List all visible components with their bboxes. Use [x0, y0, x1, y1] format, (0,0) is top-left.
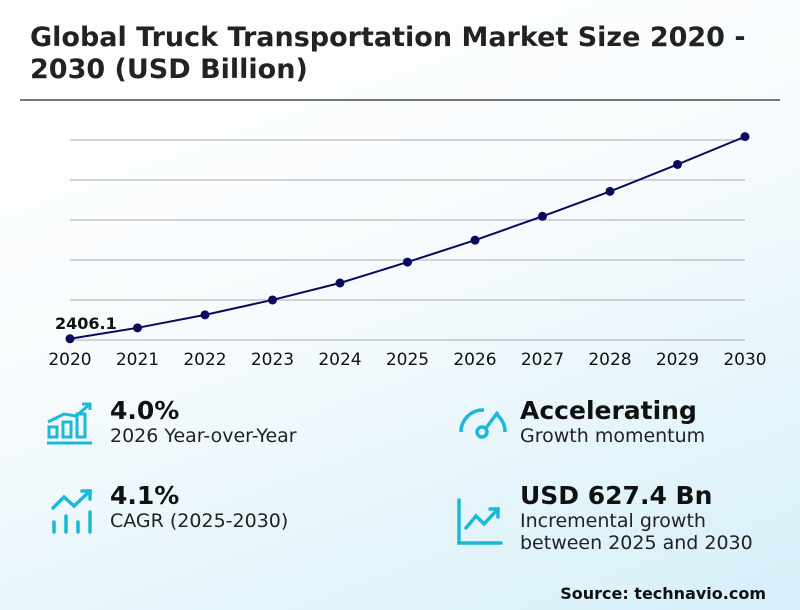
bar-chart-growth-icon — [47, 402, 92, 445]
data-point — [133, 323, 142, 333]
speedometer-icon — [459, 408, 507, 439]
x-tick-label: 2025 — [386, 350, 429, 370]
stat-value: 4.1% — [110, 481, 180, 510]
stat-yoy: 4.0% 2026 Year-over-Year — [110, 396, 297, 447]
stat-value: Accelerating — [520, 396, 697, 425]
x-tick-label: 2030 — [723, 350, 766, 370]
stat-value: 4.0% — [110, 396, 180, 425]
stat-label: 2026 Year-over-Year — [110, 425, 297, 447]
data-point — [268, 295, 277, 305]
data-point — [335, 278, 345, 288]
data-label: 2406.1 — [55, 314, 117, 333]
title-divider — [20, 99, 780, 101]
x-tick-label: 2029 — [656, 350, 699, 370]
source-credit: Source: technavio.com — [560, 584, 766, 603]
line-chart-up-icon — [457, 498, 503, 545]
x-tick-label: 2020 — [48, 350, 91, 370]
stat-momentum: Accelerating Growth momentum — [520, 396, 705, 447]
x-tick-label: 2024 — [318, 350, 361, 370]
data-point — [605, 186, 615, 196]
x-tick-label: 2022 — [183, 350, 226, 370]
data-point — [673, 159, 682, 169]
x-tick-label: 2028 — [588, 350, 631, 370]
data-point — [740, 132, 750, 142]
data-point — [470, 235, 480, 245]
trend-up-bars-icon — [51, 489, 92, 534]
x-tick-label: 2027 — [521, 350, 564, 370]
stat-label: CAGR (2025-2030) — [110, 510, 289, 532]
stat-cagr: 4.1% CAGR (2025-2030) — [110, 481, 288, 532]
x-tick-label: 2021 — [116, 350, 159, 370]
x-tick-label: 2023 — [251, 350, 294, 370]
series-line — [69, 135, 746, 340]
stat-label: Growth momentum — [520, 425, 706, 447]
data-point — [403, 257, 412, 267]
data-point — [65, 334, 75, 344]
page-title: Global Truck Transportation Market Size … — [30, 22, 746, 85]
line-chart: 2020 2021 2022 2023 2024 2025 2026 2027 2028 2029… — [48, 132, 767, 370]
stat-incremental: USD 627.4 Bn Incremental growth between … — [520, 481, 780, 554]
data-point — [200, 310, 210, 320]
data-point — [538, 211, 547, 221]
x-tick-label: 2026 — [453, 350, 496, 370]
stat-label: Incremental growth between 2025 and 2030 — [520, 510, 753, 554]
stat-value: USD 627.4 Bn — [520, 481, 713, 510]
